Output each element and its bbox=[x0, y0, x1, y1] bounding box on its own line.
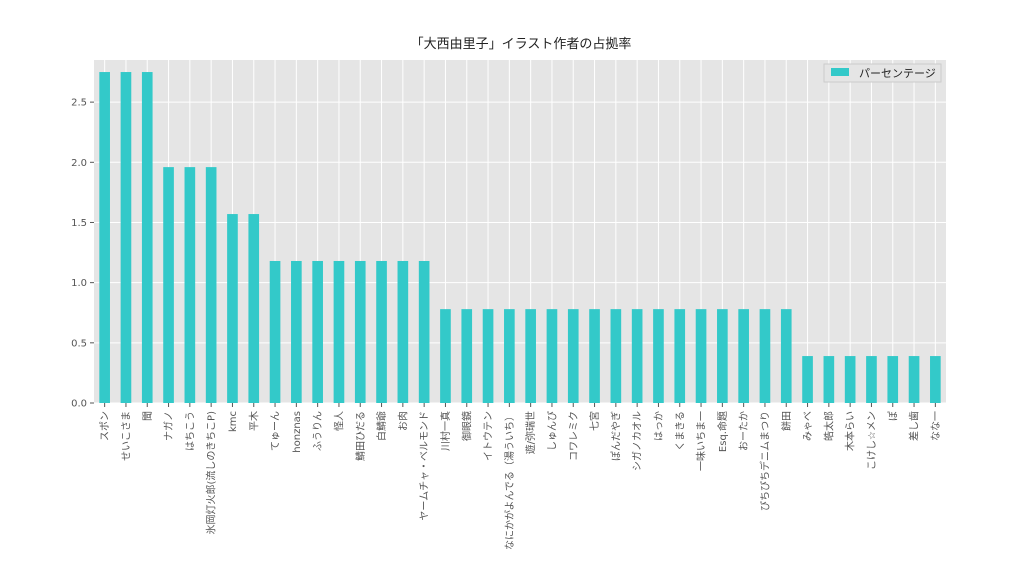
x-tick-label: 御眼鏡 bbox=[460, 411, 473, 441]
x-tick-label: おーたか bbox=[738, 411, 750, 451]
y-tick-label: 0.0 bbox=[71, 399, 87, 410]
bar bbox=[482, 309, 494, 403]
x-tick-label: 聞 bbox=[142, 411, 154, 421]
bar bbox=[461, 309, 473, 403]
bar bbox=[99, 72, 110, 403]
bar bbox=[567, 309, 579, 403]
x-tick-label: しゅんぴ bbox=[546, 411, 558, 451]
bar bbox=[504, 309, 515, 403]
x-tick-label: てゅーん bbox=[270, 411, 282, 451]
bar bbox=[780, 309, 792, 403]
x-tick-label: 一味いちま一 bbox=[696, 411, 708, 471]
x-tick-label: 遊/弥瑞世 bbox=[524, 411, 537, 454]
bar bbox=[205, 167, 217, 403]
bar bbox=[397, 260, 409, 403]
x-tick-label: 氷岡灯火郎(流しのきちこP) bbox=[205, 411, 218, 535]
bar bbox=[269, 260, 281, 403]
x-tick-label: 怪人 bbox=[332, 411, 345, 431]
bar bbox=[525, 309, 536, 403]
bar bbox=[376, 260, 387, 403]
bar bbox=[930, 356, 941, 403]
x-tick-label: はちこう bbox=[184, 411, 196, 451]
x-tick-label: ぴちぴちデニムまつり bbox=[758, 411, 771, 511]
x-tick-label: 白鯖爺 bbox=[375, 411, 388, 441]
y-tick-label: 0.5 bbox=[71, 338, 87, 349]
x-tick-label: イトウテン bbox=[483, 411, 495, 461]
x-tick-label: くまきる bbox=[674, 411, 686, 451]
bar bbox=[440, 309, 451, 403]
bar bbox=[163, 167, 174, 403]
x-tick-label: 平木 bbox=[248, 411, 260, 431]
bar bbox=[418, 260, 430, 403]
x-tick-label: こけし☆メン bbox=[866, 411, 878, 470]
bar bbox=[631, 309, 643, 403]
x-tick-label: せいこさま bbox=[120, 411, 132, 461]
bar bbox=[674, 309, 686, 403]
bar bbox=[120, 72, 132, 403]
x-tick-label: kmc bbox=[228, 411, 239, 432]
bar bbox=[227, 214, 238, 403]
x-tick-label: 皓太郎 bbox=[822, 411, 835, 441]
bar bbox=[717, 309, 728, 403]
x-tick-label: ヤームチャ・ベルモンド bbox=[419, 411, 431, 521]
bar bbox=[184, 167, 196, 403]
x-axis: スポン せいこさま聞ナガノ はちこう 氷岡灯火郎(流しのきちこP) kmc 平木 てゅーん h… bbox=[99, 403, 942, 550]
bar bbox=[653, 309, 664, 403]
bar bbox=[844, 356, 856, 403]
x-tick-label: ふうりん bbox=[312, 411, 324, 451]
plot-area bbox=[94, 60, 946, 403]
x-tick-label: 木本らい bbox=[844, 411, 857, 451]
legend-label: パーセンテージ bbox=[859, 67, 936, 80]
x-tick-label: なにかがよんでる（湯ういち） bbox=[503, 411, 516, 550]
bar bbox=[695, 309, 707, 403]
x-tick-label: なな一 bbox=[930, 411, 942, 441]
bar bbox=[823, 356, 835, 403]
bar bbox=[866, 356, 877, 403]
x-tick-label: はっか bbox=[653, 411, 665, 441]
x-tick-label: 川村一真 bbox=[439, 411, 452, 451]
x-tick-label: 差し歯 bbox=[908, 411, 921, 441]
y-tick-label: 1.5 bbox=[71, 218, 87, 229]
bar bbox=[354, 260, 366, 403]
legend-swatch bbox=[831, 68, 849, 76]
bar bbox=[589, 309, 600, 403]
chart-title: 「大西由里子」イラスト作者の占拠率 bbox=[411, 36, 632, 52]
bars bbox=[99, 72, 941, 403]
bar bbox=[738, 309, 749, 403]
bar bbox=[610, 309, 622, 403]
x-tick-label: 七宮 bbox=[588, 411, 601, 431]
x-tick-label: ぽ bbox=[887, 411, 899, 421]
bar bbox=[908, 356, 920, 403]
x-tick-label: お肉 bbox=[396, 411, 409, 431]
x-tick-label: 餅田 bbox=[780, 411, 793, 431]
x-tick-label: スポン bbox=[99, 411, 111, 441]
x-tick-label: honznas bbox=[292, 411, 303, 453]
y-tick-label: 2.5 bbox=[71, 98, 87, 109]
bar bbox=[141, 72, 153, 403]
y-axis: 0.0 0.5 1.0 1.5 2.0 2.5 bbox=[71, 98, 94, 410]
bar bbox=[802, 356, 813, 403]
bar bbox=[759, 309, 771, 403]
x-tick-label: みゃべ bbox=[803, 411, 814, 441]
bar bbox=[546, 309, 558, 403]
legend-box bbox=[823, 63, 942, 83]
x-tick-label: シガノカオル bbox=[632, 411, 644, 471]
x-tick-label: ナガノ bbox=[163, 411, 175, 441]
x-tick-label: 鯖田ひだる bbox=[354, 411, 367, 461]
legend: パーセンテージ bbox=[823, 63, 942, 83]
bar bbox=[887, 356, 899, 403]
y-tick-label: 2.0 bbox=[71, 158, 87, 169]
bar bbox=[333, 260, 345, 403]
x-tick-label: ぽんだやぎ bbox=[609, 411, 622, 461]
bar bbox=[312, 260, 323, 403]
bar bbox=[248, 214, 260, 403]
x-tick-label: Esq.命題 bbox=[716, 411, 729, 452]
x-tick-label: コワレミク bbox=[568, 411, 580, 461]
y-tick-label: 1.0 bbox=[71, 278, 87, 289]
bar bbox=[291, 260, 302, 403]
